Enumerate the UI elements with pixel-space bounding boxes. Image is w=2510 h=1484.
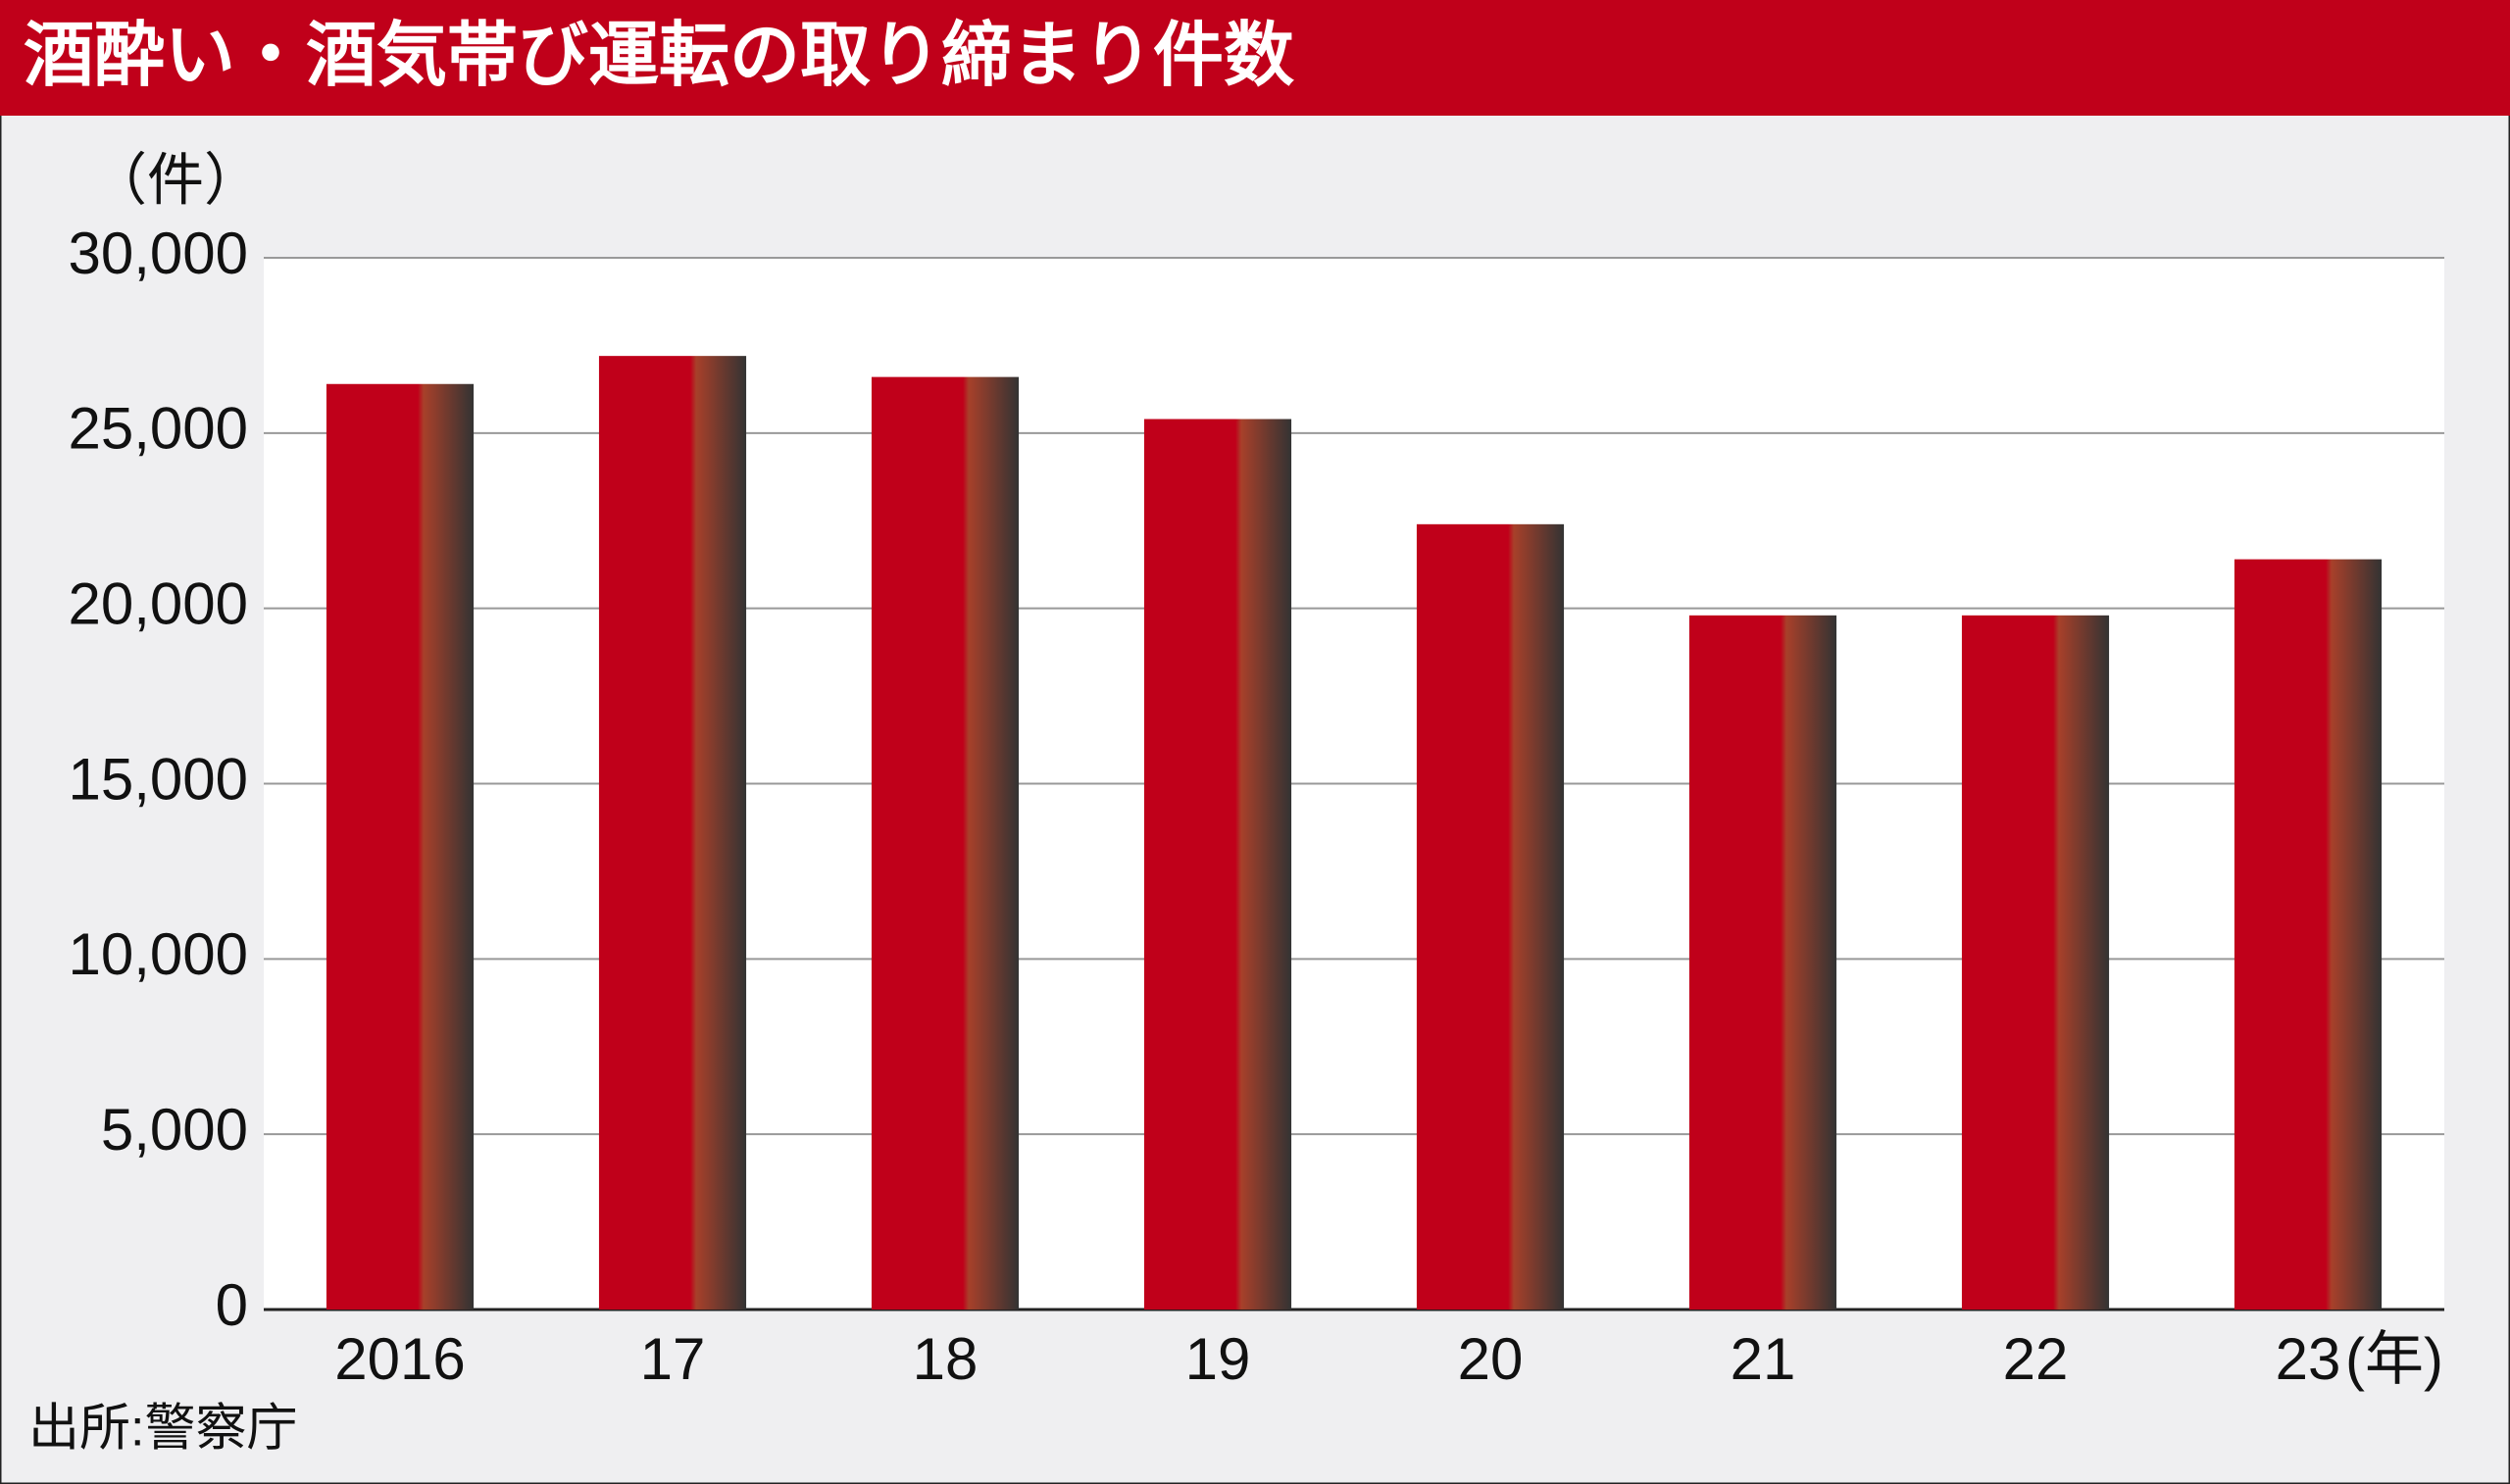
bar bbox=[1688, 615, 1837, 1310]
bar bbox=[871, 376, 1020, 1310]
bar bbox=[1961, 615, 2110, 1310]
bar bbox=[1143, 419, 1292, 1310]
y-tick-label: 0 bbox=[216, 1272, 248, 1338]
x-tick-label: 2016 bbox=[334, 1326, 465, 1392]
y-tick-label: 5,000 bbox=[101, 1097, 248, 1162]
x-tick-label: 17 bbox=[640, 1326, 706, 1392]
x-tick-label: 21 bbox=[1731, 1326, 1796, 1392]
y-tick-label: 25,000 bbox=[68, 396, 248, 462]
bar bbox=[1416, 523, 1565, 1310]
y-tick-label: 20,000 bbox=[68, 571, 248, 637]
title-banner bbox=[0, 0, 2510, 116]
y-tick-label: 15,000 bbox=[68, 746, 248, 812]
x-tick-label: 18 bbox=[913, 1326, 979, 1392]
x-axis-unit: (年) bbox=[2345, 1326, 2443, 1392]
chart-title: 酒酔い・酒気帯び運転の取り締まり件数 bbox=[24, 17, 1294, 95]
y-axis-unit: （件） bbox=[90, 148, 261, 212]
x-tick-label: 22 bbox=[2003, 1326, 2069, 1392]
x-tick-label: 20 bbox=[1458, 1326, 1524, 1392]
source: 出所:警察庁 bbox=[28, 1401, 297, 1458]
bar bbox=[2234, 559, 2383, 1310]
x-tick-label: 23 bbox=[2276, 1326, 2341, 1392]
y-tick-label: 10,000 bbox=[68, 921, 248, 987]
bar bbox=[598, 356, 747, 1310]
x-tick-label: 19 bbox=[1185, 1326, 1251, 1392]
bar bbox=[326, 383, 475, 1310]
y-tick-label: 30,000 bbox=[68, 221, 248, 286]
